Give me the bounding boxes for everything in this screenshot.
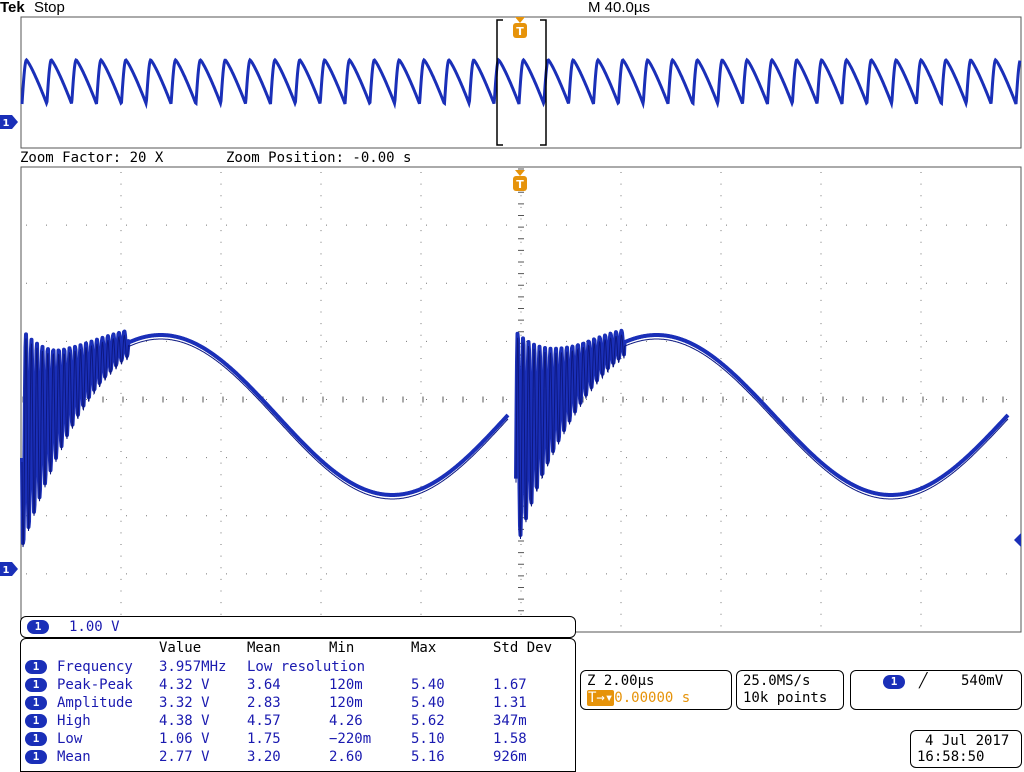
measurement-value: 4.32 V <box>159 677 210 693</box>
overview-trigger-marker-label: T <box>516 25 524 38</box>
zoom-position: Zoom Position: -0.00 s <box>226 150 412 166</box>
measurement-channel-badge: 1 <box>25 750 47 764</box>
measurement-std: 1.31 <box>493 695 527 711</box>
time: 16:58:50 <box>917 749 985 765</box>
measurement-std: 1.58 <box>493 731 527 747</box>
brand-logo: Tek <box>0 0 25 16</box>
measurement-value: 1.06 V <box>159 731 210 747</box>
measurement-max: 5.40 <box>411 677 445 693</box>
measurement-max: 5.62 <box>411 713 445 729</box>
date: 4 Jul 2017 <box>925 733 1010 749</box>
col-max: Max <box>411 640 437 656</box>
zoom-trigger-marker-label: T <box>516 178 524 191</box>
measurement-std: 926m <box>493 749 527 765</box>
overview-channel-marker-label: 1 <box>3 118 10 129</box>
measurements-header: Value Mean Min Max Std Dev <box>21 639 575 657</box>
zoom-waveform-panel[interactable]: T 1 <box>0 165 1024 635</box>
zoom-channel-marker: 1 <box>0 562 18 576</box>
channel-badge: 1 <box>27 620 49 634</box>
measurement-value: 3.957MHz <box>159 659 227 675</box>
trigger-slope-icon: ╱ <box>919 673 928 689</box>
record-length: 10k points <box>743 690 828 706</box>
sample-rate: 25.0MS/s <box>743 673 811 689</box>
col-stddev: Std Dev <box>493 640 553 656</box>
datetime-box: 4 Jul 2017 16:58:50 <box>910 730 1022 768</box>
zoom-trace-persistence <box>21 334 1009 548</box>
measurement-row[interactable]: 1 Low 1.06 V 1.75 −220m 5.10 1.58 <box>21 730 575 748</box>
measurement-row[interactable]: 1 Peak-Peak 4.32 V 3.64 120m 5.40 1.67 <box>21 676 575 694</box>
zoom-trigger-marker: T <box>513 170 527 191</box>
measurement-mean: 2.83 <box>247 695 281 711</box>
zoom-factor: Zoom Factor: 20 X <box>20 150 164 166</box>
measurement-name: Mean <box>57 749 91 765</box>
measurement-max: 5.16 <box>411 749 445 765</box>
measurement-row[interactable]: 1 High 4.38 V 4.57 4.26 5.62 347m <box>21 712 575 730</box>
trigger-position: T→▾0.00000 s <box>587 690 690 706</box>
measurement-mean: 3.20 <box>247 749 281 765</box>
measurement-channel-badge: 1 <box>25 660 47 674</box>
overview-trigger-marker: T <box>513 17 527 38</box>
trigger-level-marker <box>1014 533 1021 547</box>
measurement-mean: 1.75 <box>247 731 281 747</box>
trigger-settings-box[interactable]: 1 ╱ 540mV <box>850 670 1022 710</box>
acquisition-status: Stop <box>34 0 65 16</box>
measurement-channel-badge: 1 <box>25 732 47 746</box>
overview-channel-marker: 1 <box>0 115 18 129</box>
trigger-level: 540mV <box>961 673 1004 689</box>
acquisition-settings-box[interactable]: 25.0MS/s 10k points <box>736 670 844 710</box>
measurement-min: 2.60 <box>329 749 363 765</box>
horizontal-settings-box[interactable]: Z 2.00µs T→▾0.00000 s <box>580 670 732 710</box>
measurement-name: Amplitude <box>57 695 133 711</box>
channel-scale-box[interactable]: 1 1.00 V <box>20 616 576 638</box>
measurement-name: Low <box>57 731 83 747</box>
trigger-position-value: 0.00000 s <box>614 690 691 706</box>
measurement-name: Peak-Peak <box>57 677 133 693</box>
zoom-channel-marker-label: 1 <box>3 565 10 576</box>
measurement-min: 4.26 <box>329 713 363 729</box>
measurement-std: 347m <box>493 713 527 729</box>
measurement-max: 5.40 <box>411 695 445 711</box>
measurement-min: 120m <box>329 695 363 711</box>
trigger-position-icon: T→▾ <box>587 690 615 706</box>
measurement-row[interactable]: 1 Amplitude 3.32 V 2.83 120m 5.40 1.31 <box>21 694 575 712</box>
measurement-min: −220m <box>329 731 372 747</box>
measurement-value: 3.32 V <box>159 695 210 711</box>
col-value: Value <box>159 640 202 656</box>
measurement-mean: 4.57 <box>247 713 281 729</box>
trigger-channel-badge: 1 <box>883 675 905 689</box>
channel-scale: 1.00 V <box>69 619 120 635</box>
measurements-panel[interactable]: Value Mean Min Max Std Dev 1 Frequency 3.9… <box>20 638 576 772</box>
measurement-channel-badge: 1 <box>25 714 47 728</box>
measurement-value: 2.77 V <box>159 749 210 765</box>
measurement-mean: 3.64 <box>247 677 281 693</box>
measurement-mean: Low resolution <box>247 659 366 675</box>
measurement-channel-badge: 1 <box>25 696 47 710</box>
overview-waveform-panel[interactable]: T 1 <box>0 0 1024 155</box>
measurement-min: 120m <box>329 677 363 693</box>
measurement-std: 1.67 <box>493 677 527 693</box>
measurement-value: 4.38 V <box>159 713 210 729</box>
measurement-name: Frequency <box>57 659 133 675</box>
measurement-row[interactable]: 1 Mean 2.77 V 3.20 2.60 5.16 926m <box>21 748 575 766</box>
measurement-name: High <box>57 713 91 729</box>
col-mean: Mean <box>247 640 281 656</box>
zoom-window-bracket <box>496 19 547 146</box>
col-min: Min <box>329 640 355 656</box>
measurement-row[interactable]: 1 Frequency 3.957MHz Low resolution <box>21 658 575 676</box>
measurement-max: 5.10 <box>411 731 445 747</box>
zoom-scale: Z 2.00µs <box>587 673 655 689</box>
overview-trace <box>20 57 1022 110</box>
timebase-readout: M 40.0µs <box>588 0 650 16</box>
measurement-channel-badge: 1 <box>25 678 47 692</box>
